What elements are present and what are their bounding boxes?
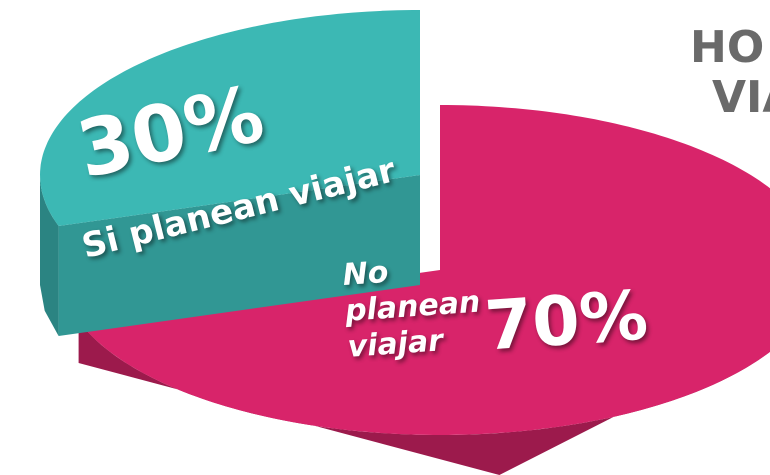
slice-side: [40, 175, 59, 336]
slice-value-label: 70%: [482, 276, 651, 367]
slice-wall: [58, 175, 421, 336]
title-line: VIA: [712, 72, 770, 123]
title-line: HO: [690, 22, 765, 73]
slice: [78, 105, 770, 435]
slice-side: [78, 321, 770, 475]
slice: [40, 10, 420, 226]
